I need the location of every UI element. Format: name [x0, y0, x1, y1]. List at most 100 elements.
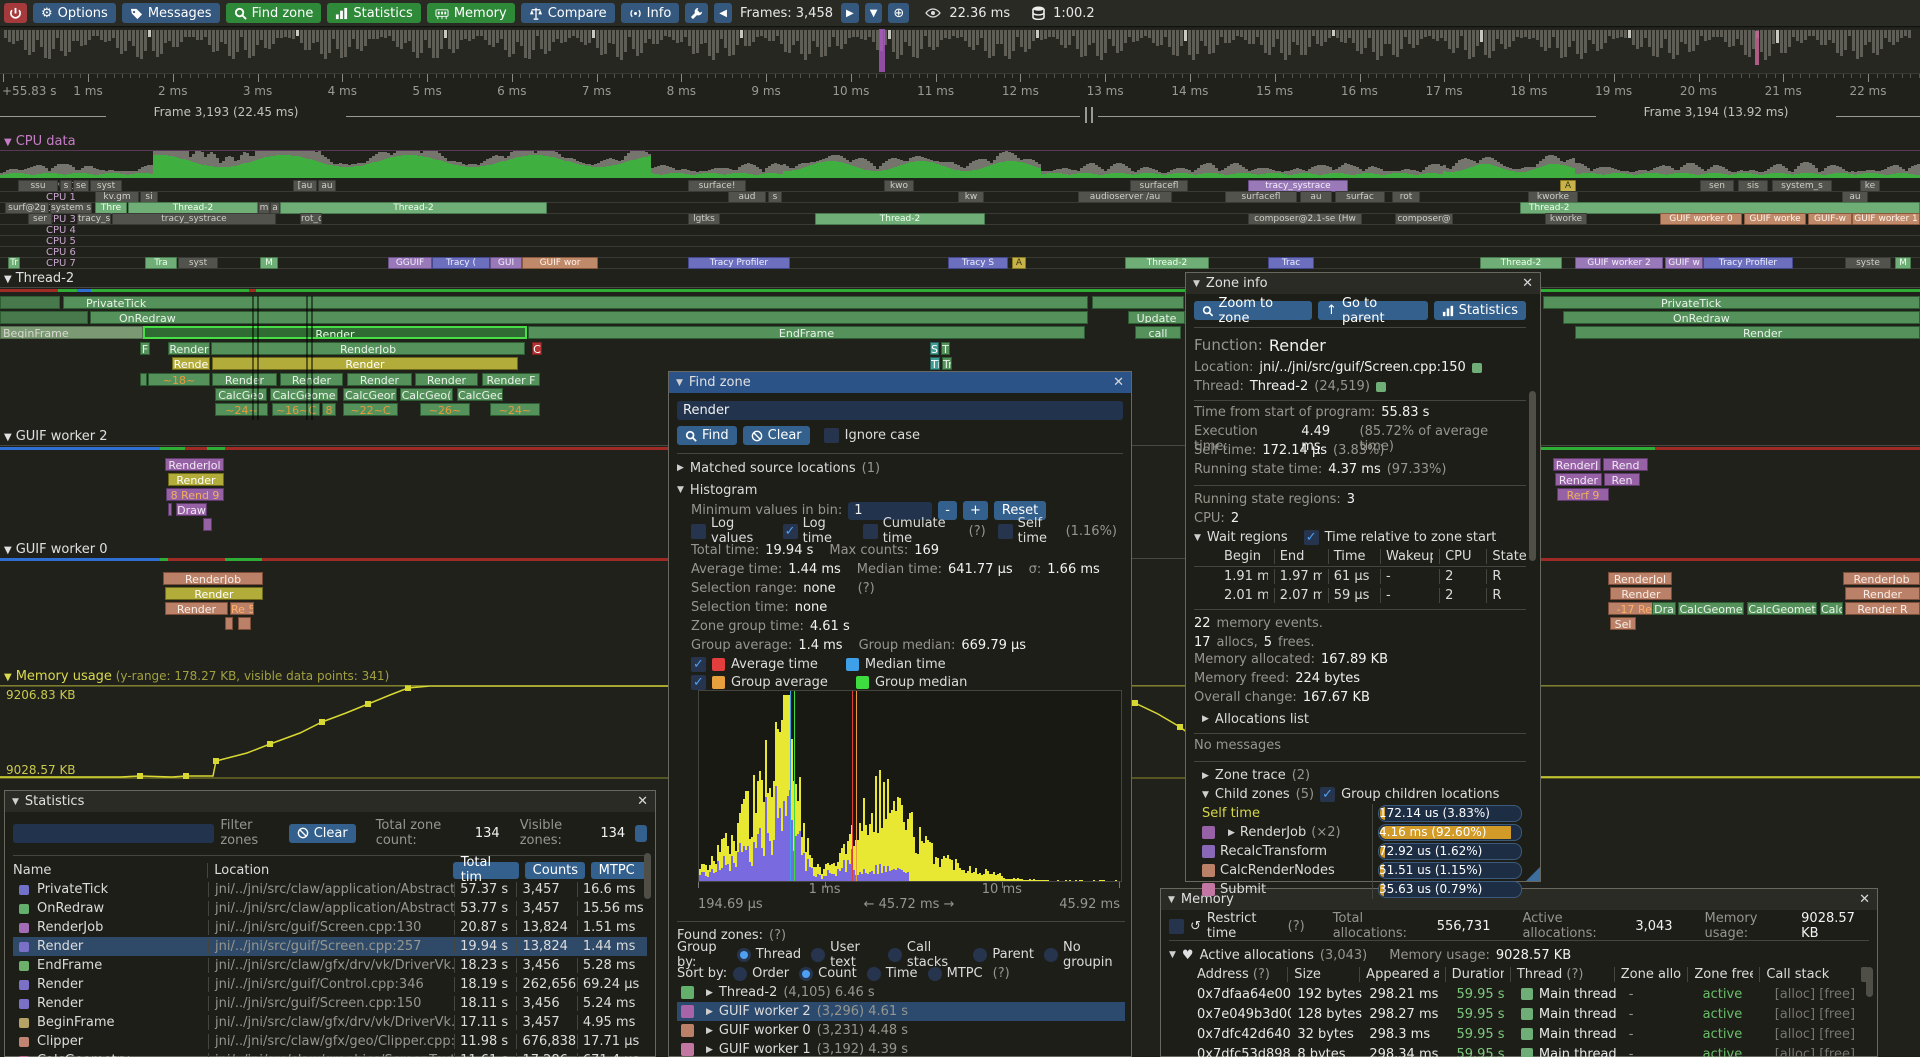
timeline-zone[interactable]: CalcGeomet	[1747, 602, 1817, 615]
radio[interactable]	[927, 966, 942, 981]
cpu-zone[interactable]: composer@2.1-se (Hw	[1248, 213, 1362, 225]
zoom-to-zone-button[interactable]: Zoom to zone	[1194, 296, 1313, 326]
wait-col-header[interactable]: Time	[1327, 549, 1374, 564]
reset-button[interactable]: Reset	[993, 501, 1047, 520]
option-checkbox-group[interactable]: Cumulate time (?)	[862, 516, 986, 546]
timeline-zone[interactable]: Rend	[1603, 458, 1648, 471]
checkbox[interactable]	[691, 523, 706, 539]
radio[interactable]	[1044, 947, 1059, 962]
timeline-zone[interactable]: CalcGec	[457, 388, 503, 401]
child-zone-row[interactable]: Submit 35.63 us (0.79%)	[1194, 880, 1526, 899]
cpu-zone[interactable]: system_s	[1772, 180, 1832, 192]
checkbox[interactable]	[997, 523, 1013, 539]
timeline-zone[interactable]: Ti	[930, 357, 940, 370]
radio[interactable]	[733, 966, 748, 981]
histogram-plot[interactable]	[698, 690, 1122, 882]
cpu-zone[interactable]: se	[73, 180, 89, 192]
scrollbar[interactable]	[643, 851, 652, 1049]
memory-col-header[interactable]: Call stack	[1759, 967, 1850, 982]
memory-col-header[interactable]: Appeared at	[1359, 967, 1439, 982]
collapse-icon[interactable]: ▼	[4, 672, 12, 683]
found-zone-group[interactable]: ▶ GUIF worker 1 (3,192) 4.39 s	[677, 1040, 1125, 1057]
cpu-zone[interactable]: sen	[1700, 180, 1734, 192]
frame-label[interactable]: Frame 3,193 (22.45 ms)	[153, 105, 299, 119]
col-location[interactable]: Location	[207, 862, 446, 878]
col-name[interactable]: Name	[13, 862, 52, 878]
cpu-zone[interactable]: syst	[90, 180, 122, 192]
col-counts-sort[interactable]: Counts	[524, 861, 585, 879]
timeline-zone[interactable]: Tr	[942, 357, 952, 370]
memory-button[interactable]: Memory	[426, 3, 515, 23]
frame-overview[interactable]	[0, 29, 1920, 74]
messages-button[interactable]: Messages	[121, 3, 220, 23]
zone-info-titlebar[interactable]: ▼ Zone info ✕	[1186, 273, 1540, 294]
memory-col-header[interactable]: Thread (?)	[1509, 967, 1608, 982]
radio-option[interactable]: Count	[799, 966, 857, 981]
table-row[interactable]: 0x7e049b3d00 128 bytes 298.27 ms 59.95 s Mai…	[1169, 1004, 1869, 1024]
table-row[interactable]: Render jni/../jni/src/guif/Control.cpp:34…	[13, 975, 647, 994]
timeline-zone[interactable]: S	[930, 342, 939, 355]
decrease-button[interactable]: -	[938, 501, 957, 520]
cpu-zone[interactable]: surface!	[688, 180, 746, 192]
timeline-zone[interactable]: RenderJol	[165, 458, 224, 471]
radio[interactable]	[973, 947, 988, 962]
cpu-zone[interactable]: Thread-2	[1480, 257, 1562, 269]
collapse-icon[interactable]: ▼	[1168, 894, 1175, 905]
timeline-zone[interactable]: Rende	[172, 357, 210, 370]
cpu-zone[interactable]: M	[1895, 257, 1911, 269]
expand-icon[interactable]: ▶	[1228, 827, 1235, 838]
cpu-zone[interactable]: rot_d	[300, 213, 322, 225]
clear-button[interactable]: Clear	[742, 426, 810, 445]
timeline-zone[interactable]: Render	[212, 373, 277, 386]
cpu-zone[interactable]: ke	[1860, 180, 1880, 192]
timeline-zone[interactable]: Ren	[1604, 473, 1640, 486]
timeline-zone[interactable]: RenderJob	[1843, 572, 1920, 585]
memory-col-header[interactable]: Address (?)	[1197, 967, 1270, 982]
radio[interactable]	[799, 966, 814, 981]
scrollbar[interactable]	[1528, 301, 1537, 861]
cpu-zone[interactable]: GUIF worker 1	[1852, 213, 1920, 225]
collapse-icon[interactable]: ▼	[1194, 532, 1201, 543]
timeline-zone[interactable]: CalcGeome	[270, 388, 338, 401]
cpu-zone[interactable]: Thread-2	[280, 202, 547, 214]
timeline-zone[interactable]: 8 Rend 9	[166, 488, 224, 501]
timeline-zone[interactable]: RenderJob	[211, 342, 525, 355]
collapse-icon[interactable]: ▼	[4, 274, 12, 285]
option-checkbox-group[interactable]: Log time	[782, 516, 851, 546]
frame-dropdown-button[interactable]: ▼	[864, 3, 883, 23]
timeline-zone[interactable]	[168, 503, 172, 516]
timeline-zone[interactable]: EndFrame	[528, 326, 1085, 339]
table-row[interactable]: BeginFrame jni/../jni/src/claw/gfx/drv/vk…	[13, 1013, 647, 1032]
timeline-zone[interactable]: CalcGeo(	[400, 388, 453, 401]
timeline-zone[interactable]: F	[140, 342, 150, 355]
cpu-zone[interactable]: Thre	[95, 202, 127, 214]
cpu-zone[interactable]: s	[60, 180, 72, 192]
child-zone-row[interactable]: ▶ RenderJob (×2) 4.16 ms (92.60%)	[1194, 823, 1526, 842]
cpu-zone[interactable]: Tra	[145, 257, 177, 269]
cpu-zone[interactable]: Tracy Profiler	[688, 257, 790, 269]
section-header[interactable]: ▼ CPU data	[4, 134, 76, 149]
timeline-zone[interactable]	[0, 296, 60, 309]
resize-grip[interactable]	[1526, 867, 1540, 881]
cpu-zone[interactable]: au	[1300, 191, 1332, 203]
collapse-icon[interactable]: ▼	[1202, 789, 1209, 800]
cpu-zone[interactable]: kworke	[1545, 213, 1587, 225]
expand-icon[interactable]: ▶	[677, 463, 684, 473]
section-header[interactable]: ▼ Memory usage (y-range: 178.27 KB, visib…	[4, 669, 389, 684]
cpu-zone[interactable]: Thread-2	[815, 213, 985, 225]
cpu-zone[interactable]: Thread-2	[1125, 257, 1209, 269]
collapse-icon[interactable]: ▼	[4, 432, 12, 443]
timeline-zone[interactable]: Render	[168, 473, 224, 486]
cpu-zone[interactable]: syst	[178, 257, 218, 269]
cpu-zone[interactable]: tracy_sy	[77, 213, 111, 225]
cpu-zone[interactable]: GUIF w	[1665, 257, 1703, 269]
timeline-zone[interactable]: Render	[1610, 587, 1672, 600]
timeline-zone[interactable]: Render	[347, 373, 412, 386]
collapse-icon[interactable]: ▼	[4, 137, 12, 148]
checkbox[interactable]	[782, 523, 798, 539]
radio-option[interactable]: Order	[733, 966, 789, 981]
timeline-zone[interactable]: call	[1135, 326, 1181, 339]
frame-label[interactable]: Frame 3,194 (13.92 ms)	[1643, 105, 1789, 119]
legend-item[interactable]: Median time	[845, 657, 946, 672]
collapse-icon[interactable]: ▼	[1169, 950, 1176, 960]
